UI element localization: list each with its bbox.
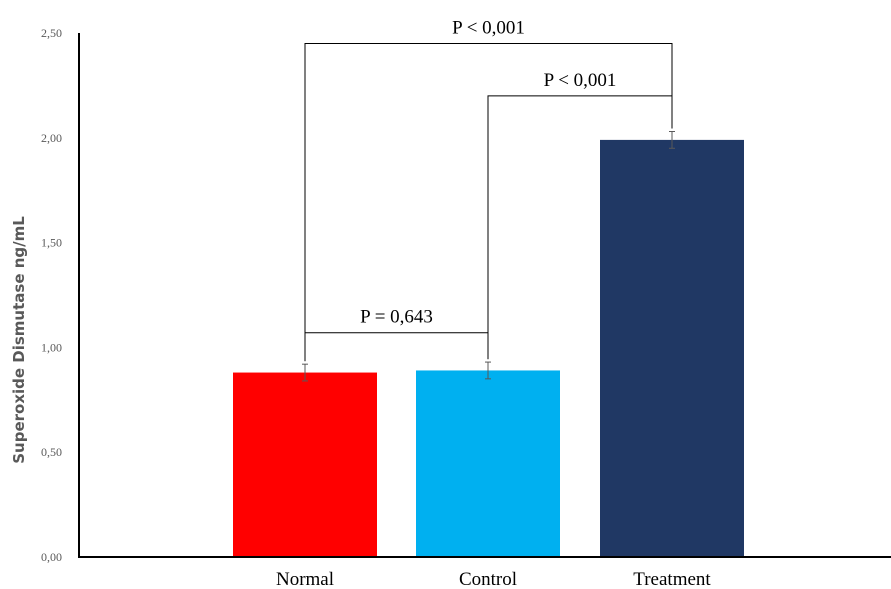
category-label: Treatment [633, 569, 711, 589]
category-label: Control [459, 569, 517, 589]
y-tick-label: 1,50 [41, 236, 62, 250]
bar-treatment [600, 139, 744, 557]
significance-bracket: P < 0,001 [304, 17, 673, 362]
error-bar-normal [302, 363, 308, 382]
p-value-label: P < 0,001 [544, 70, 617, 91]
y-axis-title: Superoxide Dismutase ng/mL [10, 216, 28, 464]
p-value-label: P < 0,001 [452, 17, 525, 38]
significance-brackets: P = 0,643 P < 0,001 P < 0,001 [304, 17, 673, 362]
error-bar-treatment [669, 131, 675, 149]
bar-normal [233, 372, 377, 557]
y-tick-labels: 0,00 0,50 1,00 1,50 2,00 2,50 [41, 26, 62, 564]
y-tick-label: 2,00 [41, 131, 62, 145]
bar-control [416, 370, 560, 557]
y-tick-label: 0,00 [41, 550, 62, 564]
y-tick-label: 0,50 [41, 445, 62, 459]
category-label: Normal [276, 569, 334, 589]
error-bars [302, 131, 675, 382]
error-bar-control [485, 361, 491, 380]
y-tick-label: 2,50 [41, 26, 62, 40]
y-tick-label: 1,00 [41, 340, 62, 354]
significance-bracket: P = 0,643 [304, 307, 489, 362]
category-labels: Normal Control Treatment [276, 569, 711, 589]
bars [233, 139, 744, 557]
p-value-label: P = 0,643 [360, 307, 433, 328]
